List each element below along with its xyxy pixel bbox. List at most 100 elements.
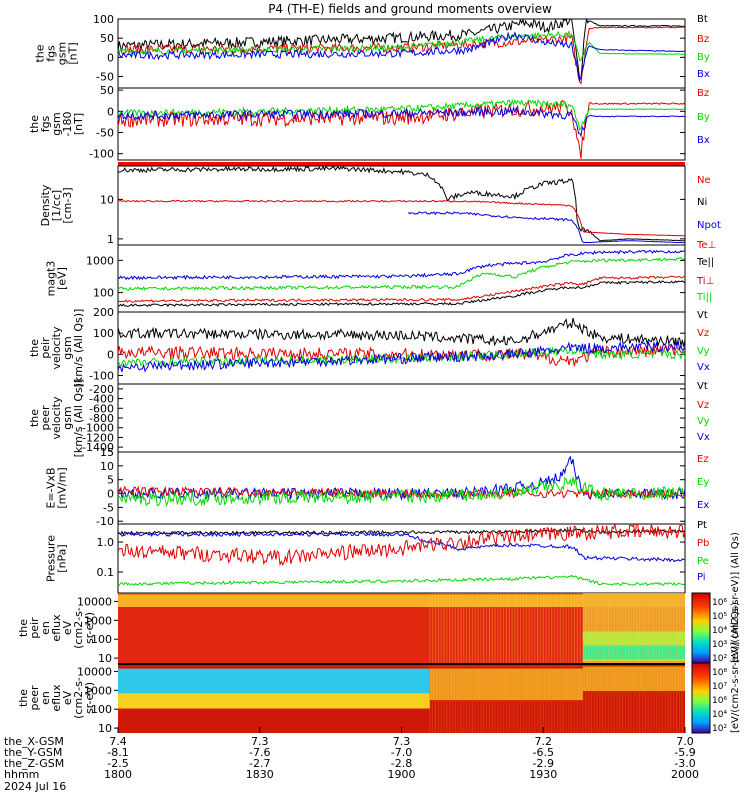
x-tick-label: -2.9 [533,757,554,770]
colorbar-tick-label: 10⁷ [712,682,727,692]
y-axis-label: the [28,409,41,427]
series-Pt [117,528,686,536]
legend-item: By [697,52,710,63]
panel-density: 10 1 Density[1/cc][cm-3] Ne Ni Npot [39,165,721,246]
y-axis-label: eV [61,690,74,705]
legend-item: Ti⊥ [696,276,714,287]
legend-item: Vy [697,346,710,357]
y-axis-label: [cm-3] [61,187,74,223]
colorbar-tick-label: 10² [712,654,727,664]
y-axis-label: the [17,689,30,707]
y-tick-label: -1400 [82,441,114,454]
y-tick-label: 1000 [86,254,114,267]
legend-item: Bz [697,88,709,99]
y-axis-label: -180 [61,112,74,137]
legend-item: Vz [697,400,709,411]
y-axis-label: [nT] [67,42,80,64]
colorbar-tick-label: 10³ [712,640,727,650]
series-Pi [117,531,686,563]
y-tick-label: 0 [107,348,114,361]
colorbar-tick-label: 10⁶ [712,696,727,706]
x-tick-label: -7.0 [391,746,412,759]
series-Vy [117,346,686,369]
y-axis-label: peir [28,617,41,639]
series-Ne [117,199,686,237]
legend-item: Pb [697,538,709,549]
x-tick-label: 7.4 [109,735,127,748]
y-tick-label: -800 [89,412,114,425]
y-axis-label: en [39,621,52,635]
y-axis-label: the [34,44,47,62]
y-tick-label: 5 [107,474,114,487]
panels: 100500-50thefgsgsm[nT]BtBzByBx500-50-100… [17,13,741,735]
legend-item: Bx [697,135,710,146]
panel-peir_spec: 10000 1000 100 10 10⁶ 10⁵ 10⁴ 10³ 10² [eV/(cm2-s-… [17,532,741,665]
y-axis-label: [mV/m] [56,467,69,508]
x-tick-label: 7.2 [535,735,553,748]
y-tick-label: -1200 [82,431,114,444]
y-tick-label: -50 [96,126,114,139]
y-axis-label: gsm [61,336,74,359]
series-Vt [117,317,686,348]
x-tick-label: -8.1 [107,746,128,759]
series-Ey [117,476,686,508]
x-row-label: the_Y-GSM [4,746,62,759]
y-axis-label: E=-VxB [45,467,58,508]
legend-item: Ti|| [696,292,712,303]
panel-temperature: 1000 100 magt3[eV] Te⊥ Te|| Ti⊥ Ti|| [45,240,716,313]
legend-item: Ey [697,477,709,488]
y-tick-label: 10000 [77,595,112,608]
y-tick-label: -600 [89,402,114,415]
legend-item: Vy [697,416,710,427]
y-tick-label: 10 [98,652,112,665]
spectrogram-band-mid [429,668,583,701]
legend-item: Npot [697,220,721,231]
series-Ti_green [117,257,686,291]
colorbar-tick-label: 10⁴ [712,626,727,636]
y-axis-label: gsm [50,112,63,135]
legend-item: By [697,112,710,123]
y-tick-label: -400 [89,393,114,406]
y-axis-label: magt3 [45,261,58,297]
y-tick-label: 200 [93,306,114,319]
x-row-label: the_X-GSM [4,735,64,748]
figure-title: P4 (TH-E) fields and ground moments over… [268,2,552,16]
y-axis-label: velocity [50,326,63,369]
x-tick-label: 1830 [246,768,274,781]
legend-item: Bz [697,34,709,45]
spectrogram-top-line [118,663,685,665]
y-axis-label: [1/cc] [50,190,63,221]
y-axis-label: the [28,339,41,357]
x-row-label: the_Z-GSM [4,757,64,770]
y-axis-label: peir [39,337,52,359]
colorbar-label: [eV/(cm2-s-sr-eV)] (All Qs) [730,602,741,733]
spectrogram-band-lowest [582,645,685,660]
y-tick-label: 1 [107,233,114,246]
red-flag-bar [118,162,685,166]
colorbar [691,662,711,734]
x-tick-label: -2.5 [107,757,128,770]
spectrogram-band-yellow [118,693,430,709]
y-axis-label: velocity [50,396,63,439]
y-tick-label: 1000 [84,614,112,627]
y-axis-label: Pressure [45,535,58,582]
y-axis-label: sr-eV) [83,682,96,714]
x-tick-label: -2.8 [391,757,412,770]
y-axis-label: [eV] [56,267,69,290]
legend-item: Ni [697,197,707,208]
series-Ni [117,165,686,242]
legend-item: Vt [697,310,708,321]
y-tick-label: 10 [100,460,114,473]
series-Bz [117,99,686,159]
x-tick-label: 7.3 [393,735,411,748]
y-tick-label: 0 [107,488,114,501]
x-tick-label: -2.7 [249,757,270,770]
panel-frame [117,87,686,161]
y-tick-label: 100 [93,13,114,26]
y-axis-label: eV [61,620,74,635]
spectrogram-band-post [582,666,685,691]
series-Ez [117,485,686,500]
y-tick-label: 1.0 [97,536,115,549]
